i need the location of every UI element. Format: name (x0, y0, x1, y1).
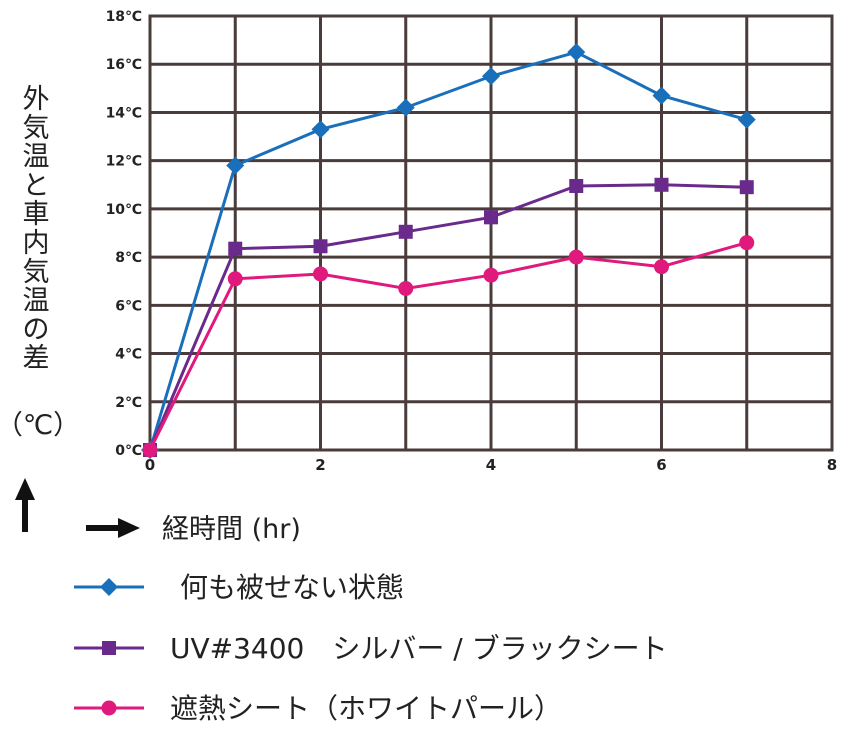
data-point (652, 86, 671, 105)
legend-label: UV#3400 シルバー / ブラックシート (170, 632, 668, 665)
data-point (313, 239, 328, 254)
series-line (148, 183, 747, 451)
data-point (398, 280, 414, 296)
legend-item: 何も被せない状態 (74, 571, 404, 604)
data-point (739, 180, 754, 195)
data-point (142, 442, 158, 458)
legend-marker (102, 641, 116, 655)
y-axis-label-char: 車 (23, 199, 50, 230)
data-point (567, 43, 586, 62)
x-tick-label: 0 (145, 456, 155, 474)
y-axis-label-char: 温 (23, 286, 50, 317)
x-tick-label: 6 (656, 456, 666, 474)
y-tick-label: 16℃ (106, 57, 142, 73)
y-tick-label: 6℃ (115, 298, 142, 314)
legend-item: UV#3400 シルバー / ブラックシート (74, 632, 668, 665)
y-tick-label: 18℃ (106, 9, 142, 25)
y-axis-ticks: 0℃ 2℃ 4℃ 6℃ 8℃ 10℃ 12℃ 14℃ 16℃ 18℃ (106, 9, 142, 459)
x-axis-label: 経時間 (hr) (162, 514, 301, 545)
data-point (227, 271, 243, 287)
y-tick-label: 12℃ (106, 154, 142, 170)
data-point (482, 67, 500, 86)
y-axis-label-char: 差 (23, 343, 50, 374)
y-axis-label-char: の (23, 314, 50, 345)
data-point (483, 267, 499, 283)
data-point (313, 266, 328, 282)
y-tick-label: 2℃ (115, 395, 142, 411)
y-tick-label: 8℃ (115, 250, 142, 266)
data-point (228, 241, 243, 256)
legend-label: 遮熱シート（ホワイトパール） (170, 692, 562, 725)
y-axis-unit: （℃） (0, 410, 80, 441)
y-tick-label: 14℃ (106, 105, 142, 121)
y-axis-label-char: と (23, 170, 50, 201)
data-point (311, 120, 330, 139)
data-point (737, 110, 756, 129)
data-point (396, 98, 415, 117)
up-arrow-icon (15, 478, 35, 532)
x-axis-ticks: 0 2 4 6 8 (145, 456, 837, 474)
y-tick-label: 0℃ (115, 443, 142, 459)
series-group (141, 43, 756, 459)
x-tick-label: 4 (486, 456, 496, 474)
y-tick-label: 10℃ (106, 202, 142, 218)
legend: 何も被せない状態 UV#3400 シルバー / ブラックシート遮熱シート（ホワイト… (74, 571, 668, 725)
series-line (148, 241, 748, 451)
y-tick-label: 4℃ (115, 347, 142, 363)
x-tick-label: 8 (827, 456, 837, 474)
legend-marker (100, 578, 118, 596)
legend-marker (101, 700, 117, 716)
data-point (654, 259, 669, 275)
data-point (569, 178, 584, 193)
legend-item: 遮熱シート（ホワイトパール） (74, 692, 562, 725)
data-point (398, 224, 413, 239)
data-point (654, 177, 669, 192)
series-square (143, 177, 754, 457)
legend-label: 何も被せない状態 (180, 571, 404, 604)
y-axis-label-char: 内 (23, 228, 50, 259)
y-axis-label: 外気温と車内気温の差 (23, 84, 50, 374)
right-arrow-icon (86, 518, 140, 538)
series-line (148, 50, 748, 451)
data-point (484, 210, 498, 225)
y-axis-label-char: 気 (23, 257, 50, 288)
y-axis-label-char: 外 (23, 84, 50, 115)
y-axis-label-char: 温 (23, 142, 50, 173)
data-point (568, 249, 584, 265)
data-point (739, 235, 755, 251)
series-circle (142, 235, 755, 458)
y-axis-label-char: 気 (23, 113, 50, 144)
data-point (226, 156, 245, 175)
x-tick-label: 2 (315, 456, 325, 474)
